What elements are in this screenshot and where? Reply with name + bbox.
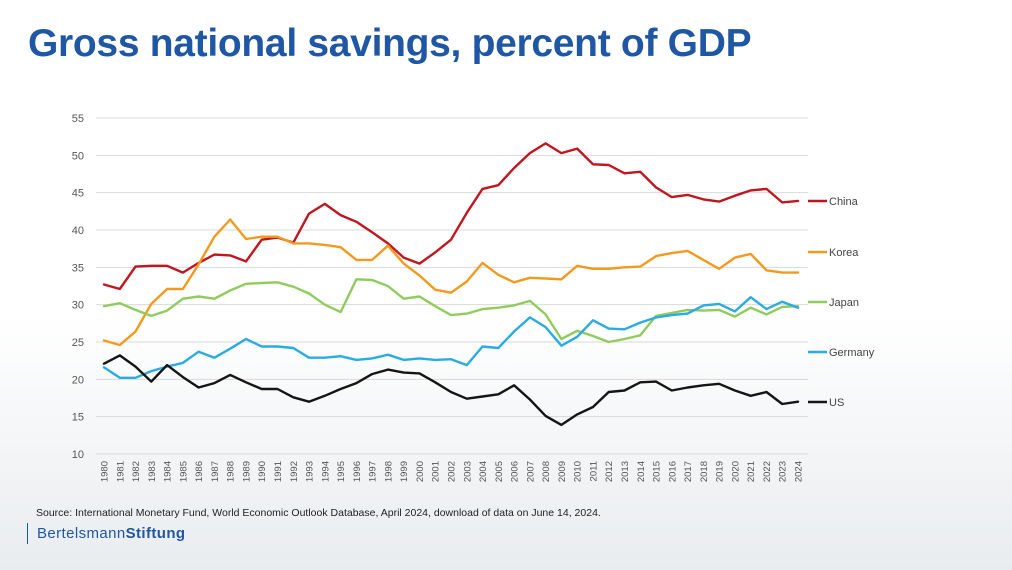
x-tick-label: 1988 (226, 461, 237, 482)
x-tick-label: 2009 (557, 461, 568, 482)
x-tick-label: 1996 (352, 461, 363, 482)
series-line-germany (102, 296, 800, 379)
y-tick-label: 55 (72, 113, 84, 125)
x-tick-label: 1991 (273, 461, 284, 482)
x-tick-label: 2024 (794, 461, 805, 482)
x-tick-label: 2003 (462, 461, 473, 482)
x-tick-label: 2000 (415, 461, 426, 482)
x-tick-label: 2019 (715, 461, 726, 482)
x-tick-label: 1989 (241, 461, 252, 482)
x-tick-label: 1980 (100, 461, 111, 482)
x-tick-label: 2011 (588, 461, 599, 481)
x-tick-label: 2021 (746, 461, 757, 482)
series-line-us (102, 354, 800, 427)
x-tick-label: 1981 (115, 461, 126, 482)
brand-name-bold: Stiftung (125, 525, 186, 542)
x-tick-label: 2010 (573, 461, 584, 482)
x-tick-label: 2015 (652, 461, 663, 482)
y-tick-label: 10 (72, 449, 84, 461)
legend-label-us: US (829, 397, 844, 409)
x-tick-label: 2004 (478, 461, 489, 482)
y-tick-label: 15 (72, 412, 84, 424)
legend-label-korea: Korea (829, 247, 859, 259)
y-tick-label: 25 (72, 337, 84, 349)
y-axis: 10 15 20 25 30 35 40 45 50 55 (72, 113, 84, 461)
legend-label-japan: Japan (829, 297, 859, 309)
x-tick-label: 2001 (431, 461, 442, 482)
x-tick-label: 1984 (163, 461, 174, 482)
series-line-china (102, 142, 800, 291)
x-tick-label: 1986 (194, 461, 205, 482)
x-tick-label: 1997 (368, 461, 379, 482)
x-tick-label: 1998 (383, 461, 394, 482)
page-title: Gross national savings, percent of GDP (28, 22, 752, 65)
y-tick-label: 30 (72, 300, 84, 312)
x-tick-label: 1994 (320, 461, 331, 482)
x-tick-label: 1995 (336, 461, 347, 482)
chart-legend: China Korea Japan Germany US (808, 196, 875, 409)
x-tick-label: 2012 (604, 461, 615, 482)
legend-label-germany: Germany (829, 347, 875, 359)
x-tick-label: 2018 (699, 461, 710, 482)
y-tick-label: 20 (72, 374, 84, 386)
x-tick-label: 1983 (147, 461, 158, 482)
x-tick-label: 2005 (494, 461, 505, 482)
y-tick-label: 40 (72, 225, 84, 237)
x-tick-label: 2014 (636, 461, 647, 482)
x-tick-label: 2020 (730, 461, 741, 482)
series-line-japan (102, 278, 800, 344)
x-tick-label: 1987 (210, 461, 221, 482)
x-tick-label: 2016 (667, 461, 678, 482)
x-tick-label: 2008 (541, 461, 552, 482)
x-tick-label: 1999 (399, 461, 410, 482)
x-axis: 1980 1981 1982 1983 1984 1985 1986 1987 1988 1989… (100, 461, 805, 482)
x-tick-label: 2022 (762, 461, 773, 482)
series-line-korea (102, 218, 800, 347)
x-tick-label: 1990 (257, 461, 268, 482)
x-tick-label: 2007 (525, 461, 536, 482)
x-tick-label: 1985 (178, 461, 189, 482)
brand-name: Bertelsmann (37, 525, 126, 542)
source-note: Source: International Monetary Fund, Wor… (36, 507, 601, 519)
x-tick-label: 2013 (620, 461, 631, 482)
x-tick-label: 1993 (305, 461, 316, 482)
x-tick-label: 1992 (289, 461, 300, 482)
brand-logo: BertelsmannStiftung (27, 523, 185, 544)
chart-series (102, 142, 800, 427)
y-tick-label: 50 (72, 150, 84, 162)
x-tick-label: 2023 (778, 461, 789, 482)
x-tick-label: 2006 (510, 461, 521, 482)
chart-gridlines (96, 117, 808, 455)
x-tick-label: 1982 (131, 461, 142, 482)
legend-label-china: China (829, 196, 859, 208)
x-tick-label: 2002 (447, 461, 458, 482)
y-tick-label: 45 (72, 188, 84, 200)
x-tick-label: 2017 (683, 461, 694, 482)
y-tick-label: 35 (72, 262, 84, 274)
